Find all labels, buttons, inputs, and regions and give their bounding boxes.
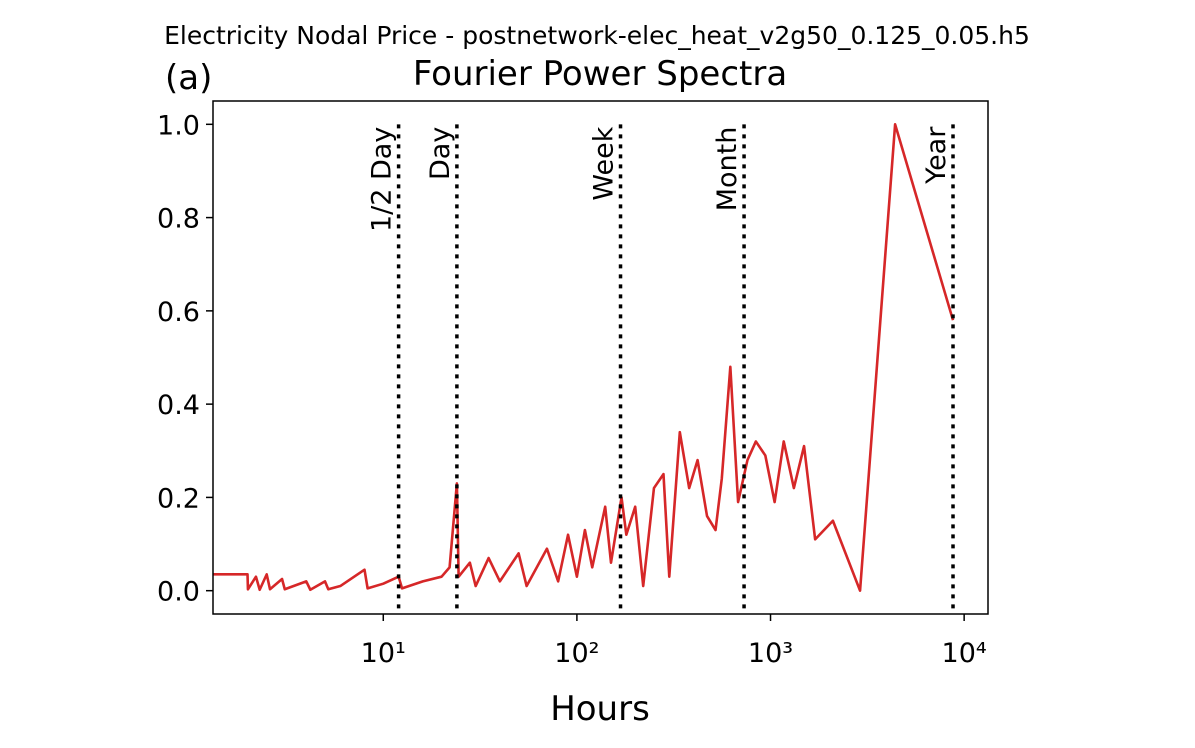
period-label: Day (425, 127, 456, 180)
period-label: Month (712, 127, 743, 212)
period-label: 1/2 Day (367, 127, 398, 232)
x-tick-label: 10⁴ (942, 638, 987, 669)
y-tick-label: 0.8 (157, 204, 200, 235)
y-tick-label: 0.6 (157, 297, 200, 328)
y-tick-label: 0.4 (157, 390, 200, 421)
x-tick-label: 10¹ (361, 638, 406, 669)
y-tick-label: 0.2 (157, 483, 200, 514)
plot-frame (212, 100, 989, 615)
y-tick-label: 0.0 (157, 577, 200, 608)
chart-title: Fourier Power Spectra (413, 54, 787, 94)
period-label: Year (921, 126, 952, 185)
spectrum-line (213, 123, 955, 592)
y-tick-label: 1.0 (157, 110, 200, 141)
period-label: Week (589, 126, 620, 200)
x-tick-label: 10² (554, 638, 599, 669)
x-tick-label: 10³ (748, 638, 793, 669)
suptitle: Electricity Nodal Price - postnetwork-el… (164, 21, 1030, 50)
panel-label: (a) (165, 58, 212, 98)
x-axis-label: Hours (550, 689, 650, 729)
